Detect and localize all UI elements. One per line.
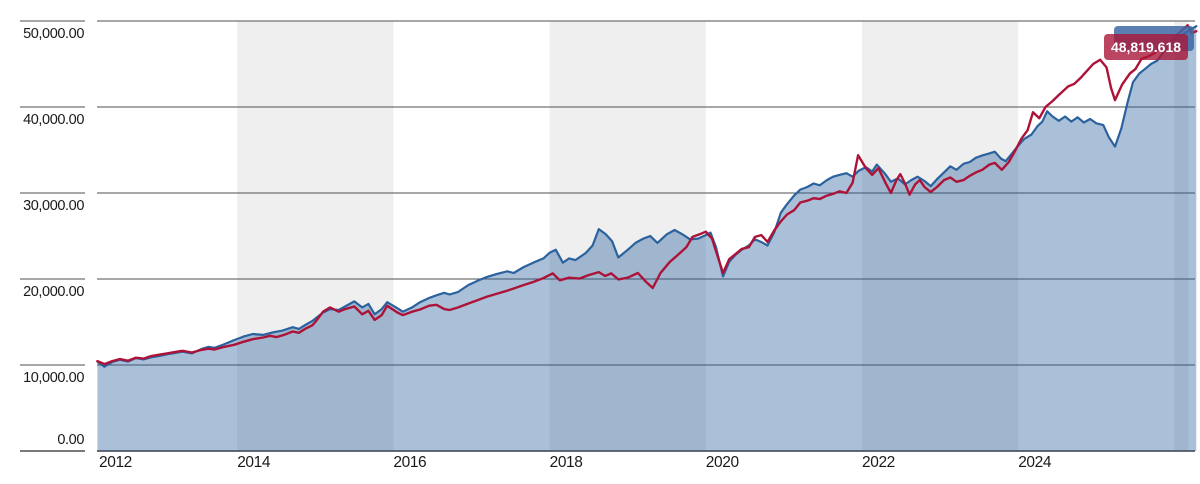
x-axis-label: 2016 <box>393 454 426 471</box>
x-axis-label: 2018 <box>550 454 583 471</box>
x-axis-label: 2012 <box>99 454 132 471</box>
gridline-group <box>20 20 1195 452</box>
x-axis-labels: 2012 2014 2016 2018 2020 2022 2024 <box>99 454 1052 471</box>
y-axis-labels: 0.00 10,000.00 20,000.00 30,000.00 40,000.00… <box>23 26 85 448</box>
year-band <box>237 21 394 451</box>
y-axis-label: 30,000.00 <box>23 198 84 214</box>
x-axis-label: 2022 <box>862 454 895 471</box>
year-band <box>1174 21 1189 451</box>
y-axis-label: 10,000.00 <box>23 370 84 386</box>
tooltip-group: 48,819.618 <box>1104 26 1194 60</box>
portfolio-area-fill <box>97 26 1197 451</box>
year-band <box>862 21 1019 451</box>
year-band <box>549 21 706 451</box>
benchmark-line-series[interactable] <box>96 24 1198 366</box>
year-band-group <box>237 21 1189 451</box>
x-axis-label: 2014 <box>237 454 271 471</box>
x-axis-label: 2024 <box>1018 454 1052 471</box>
x-axis-label: 2020 <box>706 454 740 471</box>
y-axis-label: 40,000.00 <box>23 112 84 128</box>
benchmark-tooltip-badge <box>1104 34 1188 60</box>
y-axis-label: 50,000.00 <box>23 26 84 42</box>
benchmark-tooltip-value: 48,819.618 <box>1111 39 1181 55</box>
y-axis-label: 20,000.00 <box>23 284 84 300</box>
y-axis-label: 0.00 <box>57 432 84 448</box>
